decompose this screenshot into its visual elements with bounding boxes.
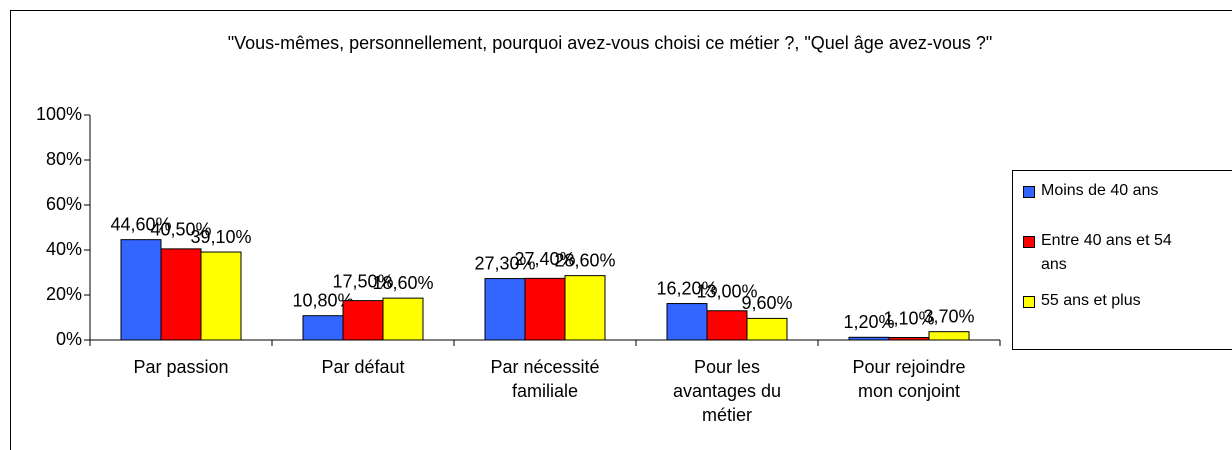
data-label: 1,10% [883,308,934,328]
data-label: 10,80% [292,290,353,310]
bar [746,317,788,341]
legend-item: 55 ans et plus [1023,289,1181,313]
legend-label: 55 ans et plus [1041,292,1141,309]
data-label: 1,20% [843,312,894,332]
x-tick-label: Pour rejoindre mon conjoint [852,357,966,401]
bar [666,303,708,341]
data-label: 13,00% [696,282,757,302]
bar [302,315,344,341]
bar [382,297,424,341]
legend-swatch [1023,186,1035,198]
data-label: 27,40% [514,249,575,269]
legend-label: Moins de 40 ans [1041,182,1159,199]
x-tick-label: Par nécessité familiale [490,357,600,401]
x-tick-label: Par défaut [321,357,405,377]
bar [120,239,162,341]
data-label: 18,60% [372,273,433,293]
legend-swatch [1023,296,1035,308]
data-label: 16,20% [656,278,717,298]
y-tick-label: 60% [46,194,82,214]
bar [200,251,242,341]
data-label: 28,60% [554,250,615,270]
legend-item: Entre 40 ans et 54 ans [1023,229,1181,277]
data-label: 9,60% [741,293,792,313]
legend: Moins de 40 ans Entre 40 ans et 54 ans 55 … [1012,170,1232,350]
bar [706,310,748,341]
bar [160,248,202,341]
y-tick-label: 40% [46,239,82,259]
legend-label: Entre 40 ans et 54 ans [1041,232,1172,273]
data-label: 44,60% [110,214,171,234]
x-tick-label: Pour les avantages du métier [672,357,782,425]
bar [484,278,526,341]
y-tick-label: 80% [46,149,82,169]
data-label: 40,50% [150,220,211,240]
chart-title: "Vous-mêmes, personnellement, pourquoi a… [227,33,993,53]
bar [928,331,970,341]
bar [888,337,930,341]
chart-frame [10,10,1232,450]
x-tick-label: Par passion [133,357,229,377]
bar [524,277,566,341]
bar [342,300,384,341]
bar [564,275,606,341]
y-tick-label: 100% [36,104,82,124]
data-label: 27,30% [474,253,535,273]
data-label: 17,50% [332,271,393,291]
y-tick-label: 20% [46,284,82,304]
bar [848,336,890,341]
legend-swatch [1023,236,1035,248]
legend-item: Moins de 40 ans [1023,179,1181,203]
data-label: 3,70% [923,306,974,326]
data-label: 39,10% [190,227,251,247]
y-tick-label: 0% [56,329,82,349]
